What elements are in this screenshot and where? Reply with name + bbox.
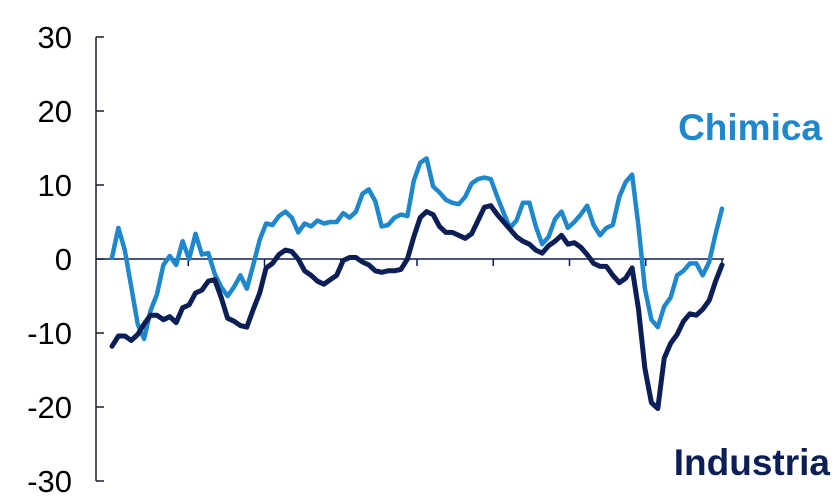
series-line-chimica xyxy=(109,156,725,342)
series-label-industria: Industria xyxy=(674,442,831,483)
y-tick-label: -20 xyxy=(27,390,72,425)
y-tick-label: 0 xyxy=(55,242,72,277)
series-lines xyxy=(109,156,725,411)
y-tick-label: -30 xyxy=(27,464,72,499)
y-tick-label: 10 xyxy=(38,168,72,203)
y-tick-label: -10 xyxy=(27,316,72,351)
series-line-industria xyxy=(109,203,725,411)
y-axis: 30 20 10 0 -10 -20 -30 xyxy=(27,20,104,499)
series-labels: Chimica Industria xyxy=(674,107,831,483)
series-label-chimica: Chimica xyxy=(678,107,822,148)
y-tick-label: 30 xyxy=(38,20,72,55)
y-tick-label: 20 xyxy=(38,94,72,129)
